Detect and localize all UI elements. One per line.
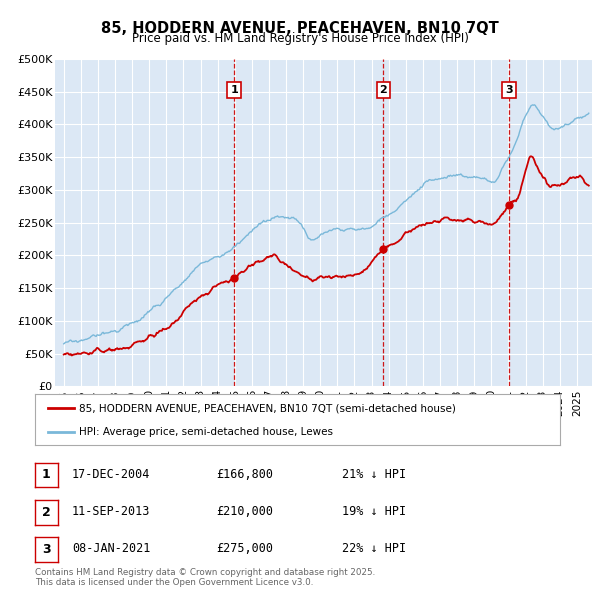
Text: £210,000: £210,000 <box>216 505 273 518</box>
Text: 85, HODDERN AVENUE, PEACEHAVEN, BN10 7QT: 85, HODDERN AVENUE, PEACEHAVEN, BN10 7QT <box>101 21 499 35</box>
Text: 1: 1 <box>230 85 238 95</box>
Text: 21% ↓ HPI: 21% ↓ HPI <box>342 468 406 481</box>
Text: 2: 2 <box>380 85 387 95</box>
Text: £166,800: £166,800 <box>216 468 273 481</box>
Text: 17-DEC-2004: 17-DEC-2004 <box>72 468 151 481</box>
Text: 11-SEP-2013: 11-SEP-2013 <box>72 505 151 518</box>
Text: HPI: Average price, semi-detached house, Lewes: HPI: Average price, semi-detached house,… <box>79 428 334 437</box>
Text: 1: 1 <box>42 468 50 481</box>
Text: 19% ↓ HPI: 19% ↓ HPI <box>342 505 406 518</box>
Text: Price paid vs. HM Land Registry's House Price Index (HPI): Price paid vs. HM Land Registry's House … <box>131 32 469 45</box>
Text: Contains HM Land Registry data © Crown copyright and database right 2025.
This d: Contains HM Land Registry data © Crown c… <box>35 568 375 587</box>
Text: 08-JAN-2021: 08-JAN-2021 <box>72 542 151 555</box>
Text: 3: 3 <box>505 85 513 95</box>
Text: 3: 3 <box>42 543 50 556</box>
Text: £275,000: £275,000 <box>216 542 273 555</box>
Text: 22% ↓ HPI: 22% ↓ HPI <box>342 542 406 555</box>
Text: 85, HODDERN AVENUE, PEACEHAVEN, BN10 7QT (semi-detached house): 85, HODDERN AVENUE, PEACEHAVEN, BN10 7QT… <box>79 403 457 413</box>
Text: 2: 2 <box>42 506 50 519</box>
